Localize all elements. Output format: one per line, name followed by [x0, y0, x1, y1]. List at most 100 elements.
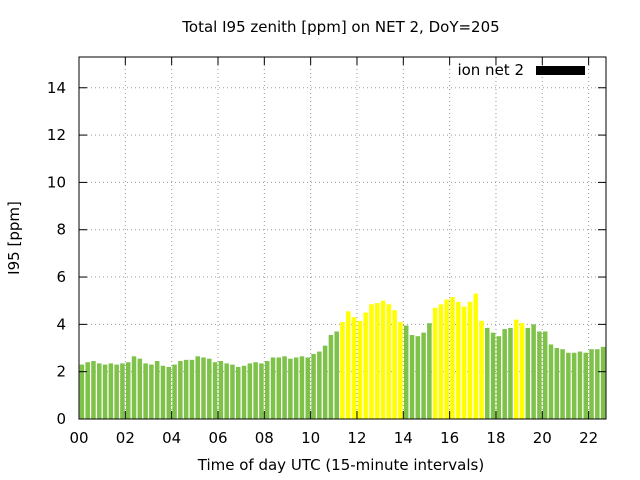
y-tick-label: 6 [56, 268, 66, 286]
bar [369, 304, 374, 419]
chart-title: Total I95 zenith [ppm] on NET 2, DoY=205 [181, 18, 499, 36]
bar [363, 312, 368, 419]
bar [293, 357, 299, 419]
x-tick-label: 20 [533, 429, 552, 447]
bar [595, 349, 600, 419]
bar [473, 293, 478, 419]
x-axis-label: Time of day UTC (15-minute intervals) [197, 456, 484, 474]
bar [392, 310, 397, 419]
x-tick-label: 14 [394, 429, 413, 447]
bar [160, 365, 166, 419]
bar [479, 320, 484, 419]
bar [485, 327, 490, 419]
y-tick-label: 10 [47, 173, 66, 191]
x-tick-label: 18 [486, 429, 505, 447]
legend-label: ion net 2 [457, 61, 524, 79]
bar [496, 336, 502, 419]
bar [432, 307, 438, 419]
bar [589, 349, 594, 419]
bar [178, 361, 183, 419]
x-tick-label: 06 [208, 429, 227, 447]
y-axis-label: I95 [ppm] [5, 201, 23, 275]
bar [450, 297, 455, 419]
x-tick-label: 10 [301, 429, 320, 447]
bar [490, 332, 496, 419]
x-tick-label: 04 [162, 429, 181, 447]
bar [415, 336, 421, 419]
legend-swatch [536, 66, 585, 75]
x-tick-label: 22 [579, 429, 598, 447]
bar [114, 364, 119, 419]
bar [340, 321, 345, 419]
bar [149, 364, 154, 419]
bar [183, 359, 189, 419]
bar [108, 363, 114, 419]
bar [467, 301, 473, 419]
legend: ion net 2 [457, 61, 585, 79]
bar [259, 363, 264, 419]
bar [346, 311, 351, 419]
bar [224, 363, 229, 419]
bar [172, 364, 177, 419]
bar [311, 353, 316, 419]
bar [189, 359, 195, 419]
bar [270, 357, 276, 419]
bar [386, 304, 392, 419]
bar [427, 323, 432, 419]
bar [207, 358, 212, 419]
bar [79, 364, 85, 419]
bar [218, 361, 224, 419]
bar [571, 352, 577, 419]
x-tick-label: 12 [347, 429, 366, 447]
bar [548, 344, 554, 419]
bar [91, 361, 96, 419]
bar [513, 319, 519, 419]
bar [531, 324, 536, 419]
bar [102, 364, 108, 419]
bar [328, 335, 334, 419]
bar [241, 365, 247, 419]
bar [201, 357, 206, 419]
x-tick-label: 02 [116, 429, 135, 447]
bar [583, 352, 588, 419]
plot-frame [78, 56, 607, 420]
bar [444, 299, 449, 419]
bar [334, 331, 339, 419]
y-tick-label: 2 [56, 363, 66, 381]
bar [403, 325, 409, 419]
bar [461, 306, 467, 419]
y-tick-label: 14 [47, 79, 66, 97]
bar [85, 362, 90, 419]
bar [253, 362, 258, 419]
bar [317, 351, 322, 419]
bar [409, 335, 415, 419]
bar [542, 331, 548, 419]
bar [398, 321, 403, 419]
bar [131, 356, 137, 419]
axis-ticks [78, 57, 606, 420]
grid-lines [79, 57, 606, 419]
bar [456, 301, 461, 419]
y-tick-label: 8 [56, 221, 66, 239]
bar [299, 356, 305, 419]
x-tick-label: 16 [440, 429, 459, 447]
bar [322, 345, 328, 419]
bar [502, 329, 507, 419]
bar [519, 323, 525, 419]
bar [236, 366, 241, 419]
bar [97, 363, 102, 419]
bar [143, 363, 148, 419]
bar [421, 332, 426, 419]
bar [357, 320, 363, 419]
bar [282, 356, 287, 419]
y-tick-label: 0 [56, 410, 66, 428]
bar [137, 358, 143, 419]
bar [305, 357, 311, 419]
bar [508, 327, 513, 419]
bar [374, 303, 380, 419]
bar [230, 364, 235, 419]
bar [125, 362, 131, 419]
bar [577, 351, 583, 419]
bar [560, 349, 565, 419]
